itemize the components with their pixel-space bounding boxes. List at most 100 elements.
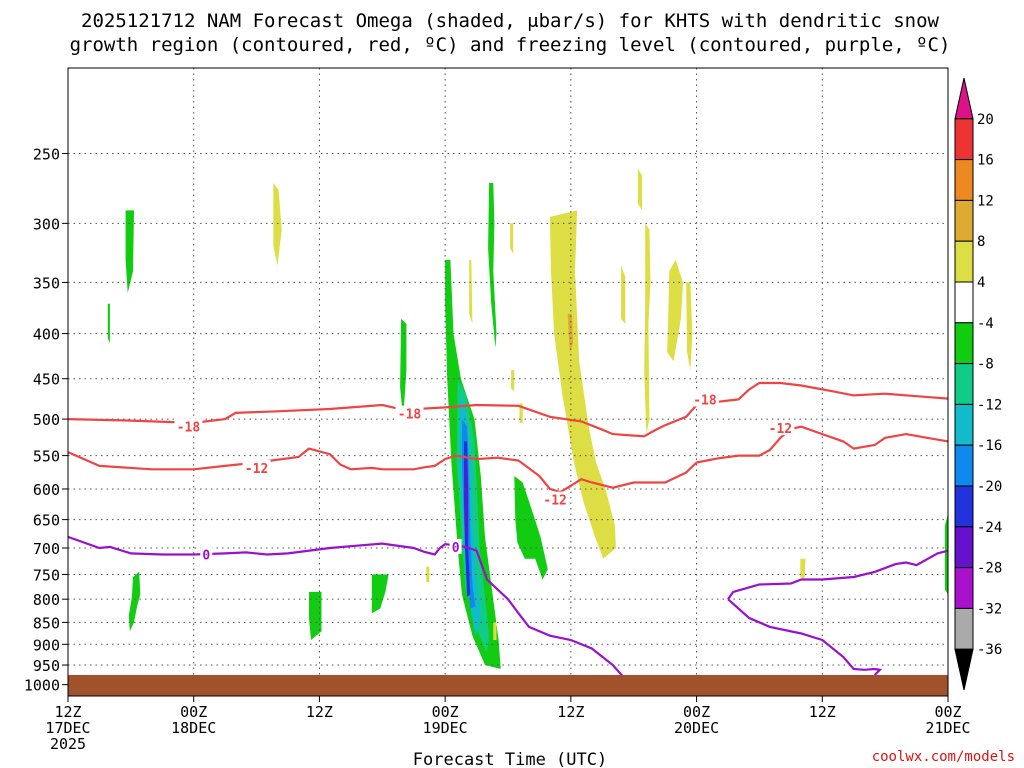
ytick-label-1000: 1000 xyxy=(24,677,60,695)
chart-title-line-1: 2025121712 NAM Forecast Omega (shaded, μ… xyxy=(81,10,939,32)
xtick-label-60-1: 20DEC xyxy=(674,719,719,737)
colorbar-label-5: -4 xyxy=(977,316,994,332)
colorbar-bin-10 xyxy=(954,485,974,528)
colorbar-label-0: 20 xyxy=(977,112,994,128)
contour-label-bg xyxy=(242,459,271,475)
contour-label-bg xyxy=(395,405,424,421)
contour-0-2 xyxy=(67,535,625,678)
omega-region-20 xyxy=(514,476,548,580)
xtick-label-84-0: 00Z xyxy=(934,703,961,721)
colorbar-label-1: 16 xyxy=(977,153,994,169)
ytick-label-400: 400 xyxy=(33,326,60,344)
contour-label-0: 0 xyxy=(452,541,460,556)
colorbar-top-arrow xyxy=(954,77,974,120)
ytick-label-500: 500 xyxy=(33,411,60,429)
xtick-label-72-0: 12Z xyxy=(809,703,836,721)
pressure-axis: 250 300 350 400 450 500 550 600 650 700 750 800 850 9… xyxy=(24,145,68,695)
contour-label--18: -18 xyxy=(177,421,201,436)
omega-region-13 xyxy=(465,462,468,543)
contour--18-0 xyxy=(67,381,949,438)
colorbar-label-7: -12 xyxy=(977,397,1002,413)
x-axis-title: Forecast Time (UTC) xyxy=(413,750,607,768)
omega-region-1 xyxy=(107,303,110,343)
ytick-label-700: 700 xyxy=(33,540,60,558)
ytick-label-550: 550 xyxy=(33,448,60,466)
omega-region-17 xyxy=(510,223,514,254)
colorbar-label-12: -32 xyxy=(977,601,1002,617)
ytick-label-800: 800 xyxy=(33,591,60,609)
omega-region-0 xyxy=(125,210,134,294)
omega-region-2 xyxy=(128,571,141,632)
plot-gridlines xyxy=(67,68,949,696)
contour-label-bg xyxy=(690,391,719,407)
contour-label-bg xyxy=(174,418,203,434)
ytick-label-350: 350 xyxy=(33,274,60,292)
ytick-label-600: 600 xyxy=(33,481,60,499)
xtick-label-0-1: 17DEC xyxy=(45,719,90,737)
colorbar-label-4: 4 xyxy=(977,275,985,291)
colorbar-label-3: 8 xyxy=(977,234,985,250)
colorbar-label-13: -36 xyxy=(977,642,1002,658)
omega-region-3 xyxy=(273,183,282,266)
ytick-label-850: 850 xyxy=(33,614,60,632)
contour-label-bg xyxy=(200,546,213,562)
colorbar-bin-11 xyxy=(954,526,974,569)
omega-region-19 xyxy=(511,370,515,392)
colorbar-bin-5 xyxy=(954,281,974,324)
xtick-label-24-0: 12Z xyxy=(306,703,333,721)
contour-label--18: -18 xyxy=(693,393,717,408)
contour-label-bg xyxy=(449,538,462,554)
colorbar-bin-6 xyxy=(954,322,974,365)
xtick-label-84-1: 21DEC xyxy=(925,719,970,737)
omega-region-18 xyxy=(519,403,523,423)
omega-region-25 xyxy=(667,259,683,362)
colorbar-bin-9 xyxy=(954,444,974,487)
ytick-label-300: 300 xyxy=(33,215,60,233)
xtick-label-12-0: 00Z xyxy=(180,703,207,721)
omega-region-29 xyxy=(944,513,948,595)
omega-region-22 xyxy=(567,313,573,353)
contour-label--12: -12 xyxy=(543,494,566,509)
omega-region-27 xyxy=(637,168,643,211)
ytick-label-450: 450 xyxy=(33,371,60,389)
ytick-label-900: 900 xyxy=(33,636,60,654)
colorbar-bin-12 xyxy=(954,567,974,609)
xtick-label-60-0: 00Z xyxy=(683,703,710,721)
contour-0-4 xyxy=(727,598,883,676)
colorbar-bin-3 xyxy=(954,199,974,242)
colorbar-label-9: -20 xyxy=(977,479,1002,495)
contour-0-3 xyxy=(727,549,949,600)
colorbar-label-8: -16 xyxy=(977,438,1002,454)
omega-region-7 xyxy=(426,566,430,582)
xtick-label-36-1: 19DEC xyxy=(423,719,468,737)
xtick-label-12-1: 18DEC xyxy=(171,719,216,737)
xtick-label-36-0: 00Z xyxy=(432,703,459,721)
colorbar-label-11: -28 xyxy=(977,561,1002,577)
xtick-label-0-2: 2025 xyxy=(50,735,86,753)
colorbar-bin-4 xyxy=(954,240,974,283)
omega-region-16 xyxy=(493,622,497,640)
omega-region-21 xyxy=(549,210,616,559)
omega-region-28 xyxy=(800,558,806,580)
contour-label-bg xyxy=(766,420,795,436)
omega-region-14 xyxy=(469,259,473,324)
omega-colorbar: 20 16 12 8 4 -4 -8 -12 -16 -20 -24 -28 -32 -36 xyxy=(954,77,1002,691)
omega-region-24 xyxy=(644,223,651,435)
ground-surface xyxy=(68,674,948,696)
colorbar-label-10: -24 xyxy=(977,520,1002,536)
colorbar-bin-8 xyxy=(954,403,974,446)
xtick-label-48-0: 12Z xyxy=(557,703,584,721)
xtick-label-0-0: 12Z xyxy=(54,703,81,721)
colorbar-bin-7 xyxy=(954,363,974,405)
ytick-label-250: 250 xyxy=(33,145,60,163)
contour-label--12: -12 xyxy=(769,422,792,437)
omega-shading-layer xyxy=(107,168,948,669)
omega-region-26 xyxy=(686,282,693,371)
contour--12-1 xyxy=(67,425,949,494)
contour-label--18: -18 xyxy=(398,408,422,423)
plot-frame xyxy=(67,67,949,697)
chart-title-line-2: growth region (contoured, red, ºC) and f… xyxy=(70,34,951,56)
ytick-label-650: 650 xyxy=(33,512,60,530)
